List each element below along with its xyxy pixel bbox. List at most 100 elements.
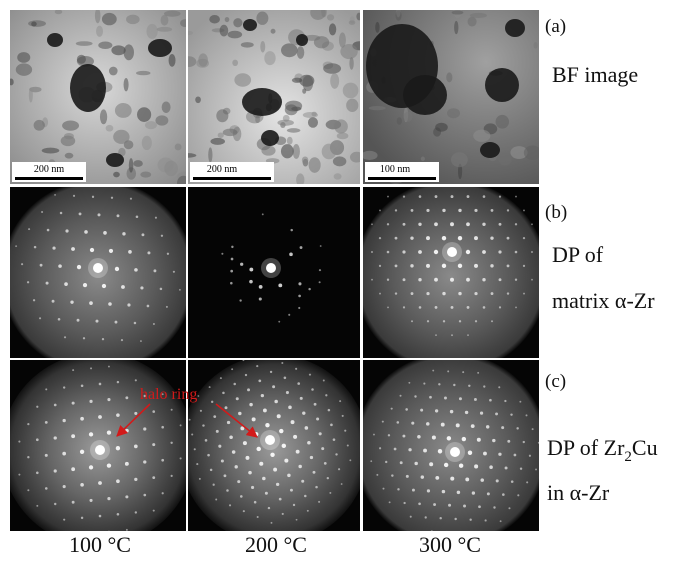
diffraction-spot — [499, 278, 502, 281]
diffraction-spot — [220, 377, 222, 379]
diffraction-spot — [249, 280, 253, 284]
diffraction-spot — [434, 250, 438, 254]
grain — [126, 15, 140, 25]
diffraction-spot — [107, 463, 111, 467]
diffraction-spot — [474, 264, 478, 268]
diffraction-spot — [54, 436, 57, 439]
diffraction-spot — [135, 379, 137, 381]
panel — [180, 5, 365, 186]
diffraction-spot — [458, 292, 461, 295]
diffraction-spot — [465, 411, 468, 414]
diffraction-spot — [507, 209, 509, 211]
diffraction-spot — [45, 421, 48, 424]
diffraction-spot — [468, 385, 470, 387]
grain — [287, 128, 301, 133]
diffraction-spot — [500, 520, 502, 522]
diffraction-spot — [483, 195, 486, 198]
diffraction-spot — [117, 214, 120, 217]
grain — [100, 109, 107, 124]
diffraction-spot — [339, 400, 341, 402]
central-glow — [442, 242, 462, 262]
grain — [369, 106, 386, 110]
diffraction-spot — [307, 510, 309, 512]
diffraction-spot — [278, 283, 282, 287]
label-part: Cu — [632, 435, 658, 460]
grain — [137, 107, 151, 122]
diffraction-spot — [531, 223, 533, 225]
diffraction-spot — [258, 380, 261, 383]
diffraction-spot — [395, 292, 397, 294]
panel — [354, 168, 548, 373]
diffraction-spot — [305, 426, 309, 430]
diffraction-spot — [162, 492, 164, 494]
diffraction-spot — [265, 423, 269, 427]
diffraction-spot — [268, 507, 270, 509]
grain — [232, 60, 238, 66]
grain — [129, 158, 134, 173]
diffraction-spot — [420, 409, 423, 412]
grain — [446, 72, 452, 82]
diffraction-spot — [54, 194, 56, 196]
diffraction-spot — [95, 320, 98, 323]
diffraction-spot — [514, 454, 517, 457]
diffraction-spot — [143, 494, 146, 497]
diffraction-spot — [215, 498, 217, 500]
diffraction-spot — [328, 409, 331, 412]
diffraction-spot — [414, 395, 416, 397]
diffraction-spot — [207, 454, 210, 457]
diffraction-spot — [116, 479, 120, 483]
panel — [1, 353, 195, 547]
diffraction-spot — [293, 435, 297, 439]
grain — [142, 136, 152, 150]
grain — [447, 108, 460, 118]
diffraction-spot — [279, 498, 282, 501]
grain — [164, 161, 178, 177]
diffraction-spot — [197, 395, 199, 397]
diffraction-spot — [107, 398, 110, 401]
diffraction-spot — [237, 480, 240, 483]
diffraction-spot — [274, 400, 278, 404]
scale-bar: 200 nm — [190, 162, 274, 182]
particle — [485, 68, 519, 102]
row-label: DP of Zr2Cu — [547, 435, 658, 465]
diffraction-spot — [459, 463, 463, 467]
diffraction-spot — [499, 195, 501, 197]
diffraction-spot — [429, 396, 432, 399]
diffraction-spot — [344, 430, 346, 432]
grain — [113, 130, 129, 144]
particle — [505, 19, 525, 37]
diffraction-spot — [448, 504, 451, 507]
diffraction-spot — [373, 434, 375, 436]
particle — [242, 88, 282, 116]
diffraction-spot — [457, 491, 460, 494]
diffraction-spot — [117, 381, 119, 383]
diffraction-spot — [310, 456, 313, 459]
grain — [524, 146, 541, 161]
row-label: BF image — [552, 62, 638, 87]
diffraction-spot — [325, 394, 327, 396]
diffraction-spot — [442, 264, 446, 268]
grain — [534, 42, 538, 49]
diffraction-spot — [495, 412, 498, 415]
particle — [243, 19, 257, 31]
diffraction-spot — [116, 413, 120, 417]
diffraction-spot — [507, 237, 510, 240]
diffraction-spot — [147, 305, 150, 308]
particle — [148, 39, 172, 57]
diffraction-spot — [349, 459, 351, 461]
diffraction-spot — [469, 519, 471, 521]
diffraction-spot — [80, 450, 84, 454]
diffraction-spot — [282, 444, 286, 448]
diffraction-spot — [499, 306, 501, 308]
diffraction-spot — [453, 384, 455, 386]
diffraction-spot — [130, 198, 132, 200]
grain — [161, 15, 169, 26]
diffraction-spot — [126, 529, 128, 531]
diffraction-spot — [127, 303, 130, 306]
grain — [451, 152, 468, 167]
diffraction-spot — [435, 334, 437, 336]
diffraction-spot — [152, 410, 155, 413]
diffraction-spot — [309, 374, 311, 376]
grain — [28, 20, 46, 27]
diffraction-spot — [298, 307, 300, 309]
